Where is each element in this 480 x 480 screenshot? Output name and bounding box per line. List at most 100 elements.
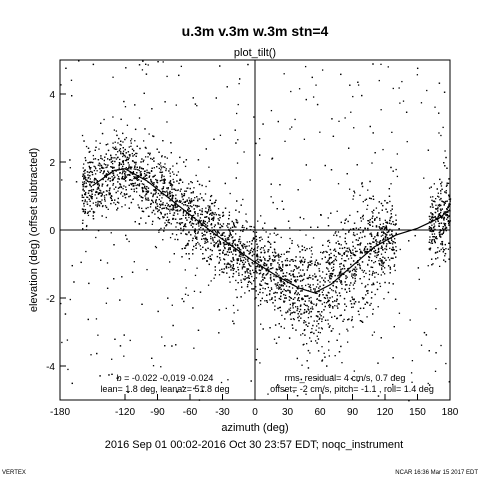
data-point (83, 176, 85, 179)
data-point (242, 256, 244, 258)
data-point (223, 268, 225, 270)
data-point (276, 207, 278, 210)
data-point (206, 211, 208, 213)
data-point (185, 217, 187, 219)
data-point (435, 198, 437, 200)
data-point (311, 246, 313, 248)
data-point (99, 168, 101, 170)
data-point (218, 232, 220, 234)
data-point (320, 315, 322, 317)
data-point (183, 193, 186, 195)
data-point (367, 220, 369, 222)
data-point (327, 240, 329, 242)
data-point (169, 193, 171, 195)
data-point (349, 84, 351, 86)
data-point (263, 249, 265, 251)
data-point (186, 187, 188, 189)
data-point (252, 280, 255, 282)
data-point (392, 240, 394, 243)
data-point (376, 234, 378, 237)
data-point (175, 200, 177, 203)
data-point (361, 261, 364, 263)
data-point (315, 259, 318, 261)
data-point (429, 206, 432, 208)
data-point (86, 212, 89, 214)
data-point (184, 269, 186, 271)
data-point (176, 200, 178, 202)
data-point (188, 258, 191, 260)
data-point (341, 268, 344, 270)
data-point (89, 150, 91, 153)
data-point (172, 165, 174, 167)
data-point (145, 73, 148, 75)
data-point (440, 236, 442, 238)
data-point (134, 140, 136, 142)
data-point (143, 183, 145, 186)
data-point (381, 259, 383, 262)
data-point (389, 266, 391, 269)
data-point (176, 209, 179, 211)
data-point (163, 178, 166, 180)
data-point (218, 332, 220, 334)
data-point (204, 216, 206, 218)
data-point (356, 233, 358, 235)
data-point (379, 282, 381, 285)
data-point (292, 274, 295, 276)
data-point (382, 271, 384, 273)
data-point (296, 293, 298, 296)
data-point (229, 281, 231, 283)
data-point (223, 232, 225, 234)
data-point (132, 198, 134, 200)
data-point (246, 221, 248, 223)
data-point (107, 184, 109, 186)
data-point (319, 131, 321, 133)
data-point (112, 167, 114, 169)
data-point (83, 181, 86, 183)
data-point (399, 248, 401, 251)
data-point (328, 254, 331, 256)
data-point (378, 212, 380, 214)
data-point (351, 269, 354, 272)
data-point (303, 322, 305, 324)
data-point (280, 292, 282, 294)
data-point (385, 228, 388, 230)
data-point (326, 261, 328, 263)
data-point (311, 262, 313, 265)
data-point (312, 284, 314, 286)
data-point (244, 275, 246, 278)
data-point (247, 63, 249, 66)
data-point (209, 199, 211, 202)
data-point (131, 152, 133, 155)
data-point (181, 298, 183, 300)
data-point (328, 303, 331, 306)
data-point (124, 177, 126, 180)
data-point (202, 222, 204, 225)
data-point (61, 341, 63, 344)
data-point (227, 226, 229, 229)
data-point (241, 268, 244, 270)
data-point (366, 208, 368, 210)
data-point (350, 111, 352, 113)
data-point (255, 142, 257, 145)
data-point (243, 256, 246, 259)
data-point (211, 214, 213, 216)
data-point (131, 148, 134, 150)
data-point (197, 200, 199, 202)
data-point (182, 225, 185, 228)
data-point (82, 184, 85, 186)
data-point (198, 198, 201, 200)
data-point (163, 191, 165, 193)
data-point (111, 373, 113, 376)
data-point (138, 223, 140, 225)
data-point (219, 226, 222, 229)
data-point (107, 149, 110, 152)
data-point (112, 166, 114, 168)
data-point (312, 324, 314, 327)
data-point (133, 185, 135, 187)
data-point (247, 276, 249, 279)
data-point (354, 275, 356, 277)
data-point (155, 201, 157, 204)
data-point (283, 327, 285, 329)
data-point (235, 233, 237, 235)
data-point (446, 167, 448, 169)
